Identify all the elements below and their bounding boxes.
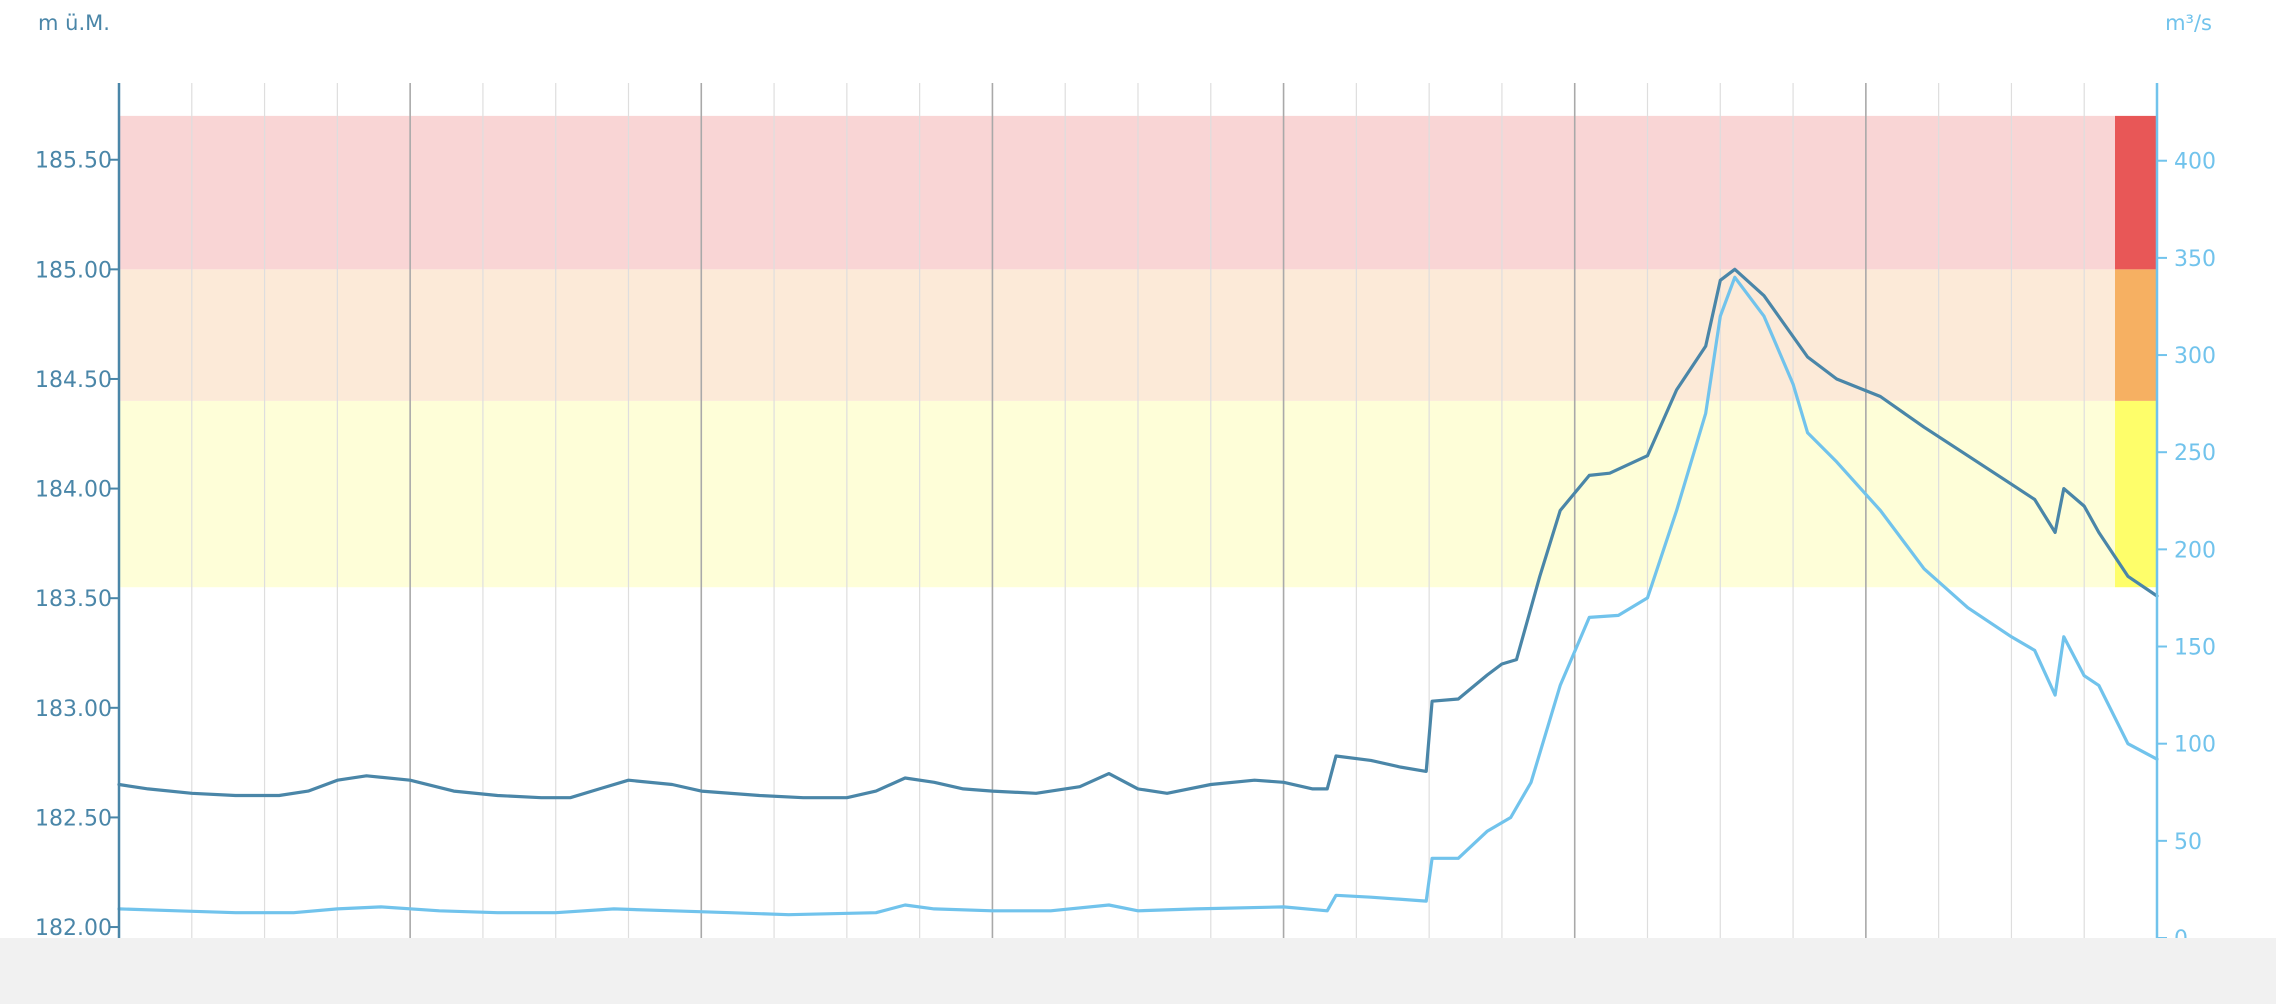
right-tick-label: 400 [2174,150,2216,175]
right-tick-label: 200 [2174,538,2216,563]
bottom-bar [0,938,2276,1004]
axes [117,83,2159,938]
left-tick-label: 183.00 [35,697,112,722]
right-tick-label: 350 [2174,247,2216,272]
series-layer [117,267,2159,917]
left-axis-ticks: 182.00 182.50 183.00 183.50 184.00 184.50 185.… [35,149,119,941]
left-tick-label: 183.50 [35,587,112,612]
left-tick-label: 184.00 [35,478,112,503]
right-tick-label: 300 [2174,344,2216,369]
right-tick-label: 250 [2174,441,2216,466]
danger-band-0 [119,400,2115,588]
left-axis-unit: m ü.M. [38,11,110,35]
left-tick-label: 185.00 [35,258,112,283]
right-axis-unit: m³/s [2165,11,2212,35]
danger-marker-0 [2115,400,2157,588]
left-tick-label: 182.00 [35,916,112,941]
danger-bands [119,115,2115,588]
danger-level-markers [2115,115,2157,588]
left-tick-label: 185.50 [35,149,112,174]
danger-marker-1 [2115,269,2157,401]
right-tick-label: 50 [2174,830,2202,855]
left-tick-label: 184.50 [35,368,112,393]
danger-band-2 [119,115,2115,270]
series-line-discharge [117,275,2159,917]
right-tick-label: 100 [2174,733,2216,758]
danger-band-1 [119,269,2115,401]
series-line-water-level [117,267,2159,800]
left-tick-label: 182.50 [35,806,112,831]
right-tick-label: 150 [2174,636,2216,661]
danger-marker-2 [2115,115,2157,270]
